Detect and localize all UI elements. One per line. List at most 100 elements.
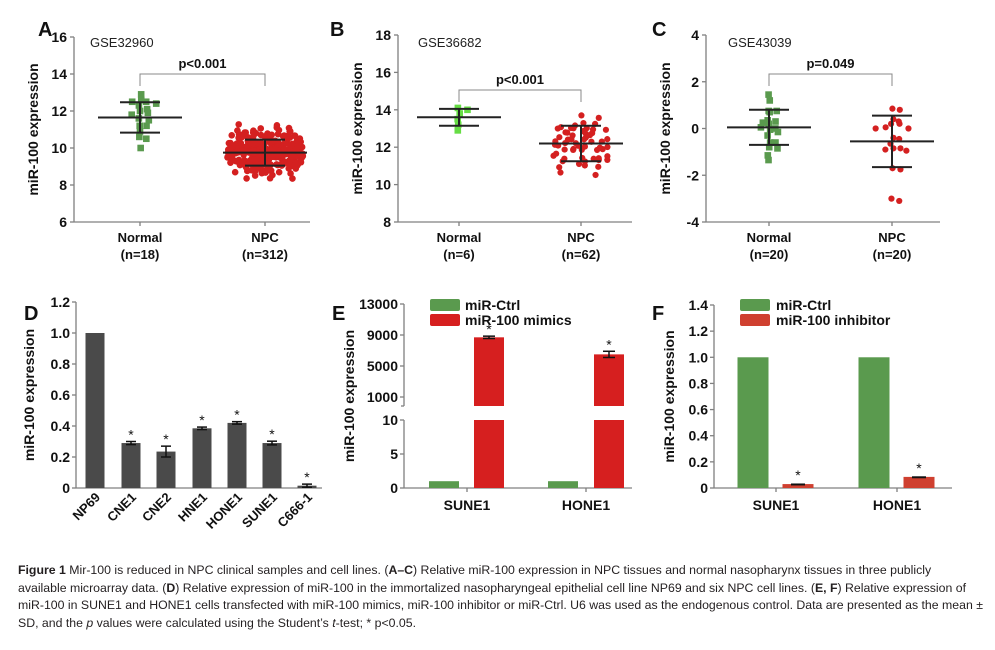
caption-segment: Mir-100 is reduced in NPC clinical sampl…	[69, 563, 389, 577]
data-point	[575, 160, 583, 168]
data-point	[137, 96, 145, 104]
y-tick-label: 9000	[367, 327, 398, 343]
significance-label: p=0.049	[806, 56, 854, 71]
significance-star: *	[234, 407, 240, 423]
y-tick-label: 0.4	[689, 428, 709, 444]
y-tick-label: -4	[687, 214, 700, 230]
legend-swatch	[740, 299, 770, 311]
x-tick-label: NPC	[567, 230, 595, 245]
y-tick-label: 18	[375, 27, 391, 43]
figure-caption: Figure 1 Mir-100 is reduced in NPC clini…	[18, 562, 983, 632]
bar	[903, 476, 935, 488]
data-point	[269, 153, 277, 161]
figure-canvas: A 6 8 10 12 14 16 Normal (n=18) NPC (n=312) miR-100…	[21, 19, 952, 532]
data-point	[291, 132, 299, 139]
data-point	[299, 152, 307, 160]
y-axis-label: miR-100 expression	[661, 330, 677, 462]
bar	[85, 333, 105, 488]
data-point	[772, 118, 779, 125]
data-point	[281, 145, 289, 153]
significance-star: *	[795, 467, 801, 483]
data-point	[242, 129, 250, 136]
data-point	[248, 166, 255, 174]
panel-c: C -4 -2 0 2 4 Normal (n=20) NPC (n=20) miR-100 exp…	[652, 19, 940, 262]
panel-b: B 8 10 12 14 16 18 Normal (n=6) NPC (n=62) miR-100 …	[330, 19, 632, 262]
data-point	[595, 114, 602, 121]
caption-segment: ) Relative miR-100 expression in NPC tis…	[18, 563, 932, 595]
bar	[262, 443, 282, 488]
caption-segment: A–C	[388, 563, 414, 577]
data-point	[246, 157, 253, 165]
y-axis-label: miR-100 expression	[341, 330, 357, 462]
y-tick-label: 0	[390, 480, 398, 496]
data-point	[561, 146, 568, 153]
data-point	[136, 133, 143, 141]
data-point	[556, 164, 563, 171]
data-point	[256, 140, 263, 147]
legend-swatch	[430, 299, 460, 311]
y-tick-label: 0.4	[51, 418, 71, 434]
y-tick-label: 10	[51, 140, 67, 156]
y-tick-label: 5000	[367, 358, 398, 374]
data-point	[128, 111, 135, 118]
data-point	[765, 91, 772, 98]
data-point	[604, 136, 611, 143]
x-tick-label: NP69	[70, 490, 104, 524]
significance-label: p<0.001	[496, 72, 544, 87]
data-point	[604, 153, 611, 160]
y-tick-label: 1.0	[689, 349, 709, 365]
data-point	[556, 134, 563, 141]
panel-label: B	[330, 19, 344, 41]
x-tick-label: (n=312)	[242, 247, 288, 262]
y-tick-label: 8	[383, 214, 391, 230]
data-point	[228, 132, 236, 139]
x-tick-label: (n=20)	[873, 247, 912, 262]
data-point	[872, 125, 879, 132]
caption-segment: p	[86, 615, 94, 630]
data-point	[242, 148, 250, 155]
significance-label: p<0.001	[178, 56, 226, 71]
x-tick-label: (n=18)	[121, 247, 160, 262]
data-point	[888, 195, 895, 202]
x-tick-label: Normal	[747, 230, 792, 245]
data-point	[562, 129, 569, 136]
data-point	[773, 107, 781, 115]
data-point	[595, 155, 602, 162]
data-point	[243, 175, 250, 182]
x-tick-label: SUNE1	[444, 497, 491, 513]
y-tick-label: 0.2	[51, 449, 71, 465]
chart-title: GSE32960	[90, 35, 154, 50]
data-point	[227, 139, 234, 147]
y-axis-label: miR-100 expression	[657, 62, 673, 194]
bar	[548, 481, 578, 488]
y-tick-label: 8	[59, 177, 67, 193]
significance-star: *	[199, 412, 205, 428]
data-point	[288, 153, 296, 160]
y-tick-label: 1000	[367, 389, 398, 405]
y-tick-label: 12	[375, 139, 391, 155]
bar-lower-segment	[594, 420, 624, 488]
normal-mean-sd	[727, 108, 811, 146]
data-point	[235, 121, 243, 128]
caption-segment: -test; * p<0.05.	[335, 615, 416, 630]
panel-f: F 0 0.2 0.4 0.6 0.8 1.0 1.2 1.4 miR-100 expressio…	[652, 297, 952, 513]
x-tick-label: HONE1	[562, 497, 610, 513]
y-tick-label: 1.2	[689, 323, 709, 339]
legend-swatch	[430, 314, 460, 326]
caption-segment: t	[332, 615, 336, 630]
y-tick-label: 13000	[359, 296, 398, 312]
chart-title: GSE43039	[728, 35, 792, 50]
data-point	[595, 163, 602, 170]
legend-label: miR-100 mimics	[465, 312, 572, 328]
significance-star: *	[128, 427, 134, 443]
y-tick-label: 1.0	[51, 325, 71, 341]
x-tick-label: (n=62)	[562, 247, 601, 262]
y-axis-label: miR-100 expression	[21, 329, 37, 461]
y-tick-label: 10	[382, 412, 398, 428]
caption-segment: ) Relative expression of miR-100 in the …	[175, 580, 815, 595]
data-point	[882, 124, 889, 131]
legend-label: miR-100 inhibitor	[776, 312, 891, 328]
data-point	[143, 105, 151, 113]
data-point	[903, 147, 910, 154]
caption-label: Figure 1	[18, 563, 66, 577]
